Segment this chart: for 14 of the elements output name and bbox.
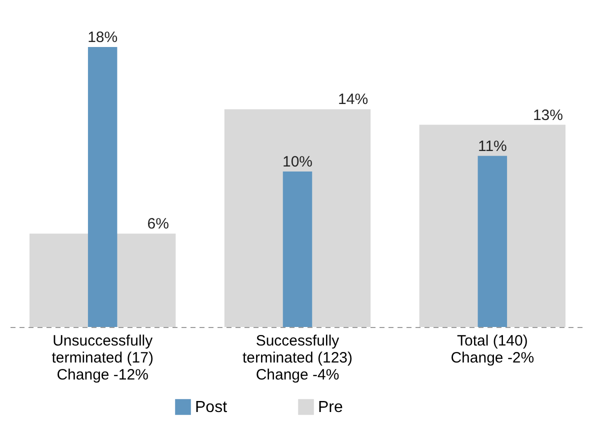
legend-label: Post: [195, 399, 228, 416]
data-label: 13%: [532, 106, 563, 124]
data-label: 11%: [478, 138, 507, 155]
bar: [478, 156, 508, 327]
x-tick-label: Total (140) Change -2%: [450, 332, 534, 366]
x-tick-label: Unsuccessfully terminated (17) Change -12%: [52, 332, 154, 384]
data-label: 10%: [282, 153, 313, 170]
legend-label: Pre: [318, 399, 343, 416]
data-label: 14%: [338, 91, 368, 108]
bar: [282, 171, 312, 327]
data-label: 18%: [88, 29, 118, 46]
x-tick-label: Successfully terminated (123) Change -4%: [242, 332, 353, 384]
bar: [88, 47, 118, 327]
data-label: 6%: [147, 216, 169, 233]
